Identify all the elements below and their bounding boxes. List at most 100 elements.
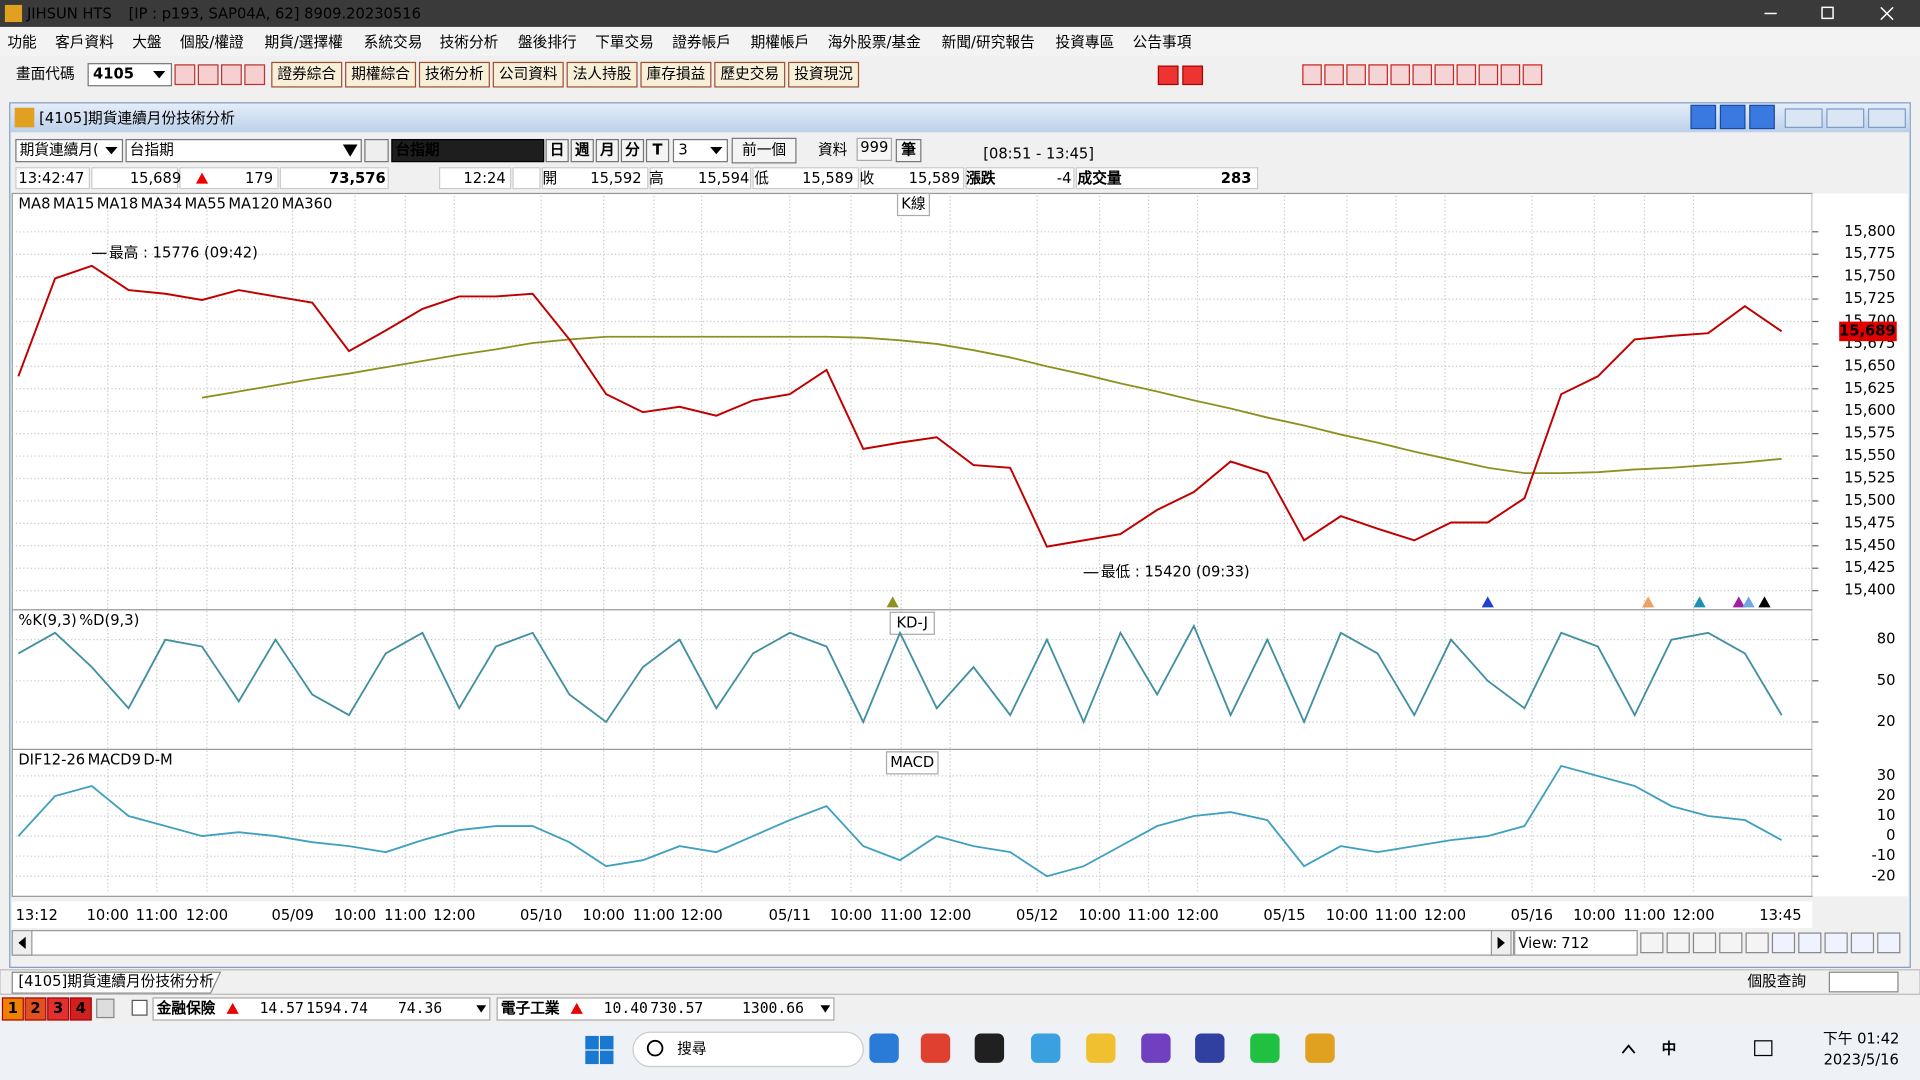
ticker-tab-label[interactable]: 1	[8, 1000, 18, 1017]
chart-tool[interactable]	[1745, 932, 1769, 954]
toolbar-button-label[interactable]: 期權綜合	[351, 66, 410, 83]
ime-indicator[interactable]: 中	[1662, 1039, 1677, 1057]
toolbar-button[interactable]	[345, 61, 417, 88]
menu-item[interactable]: 期貨/選擇權	[264, 34, 343, 51]
tool-icon[interactable]	[1368, 64, 1388, 86]
interval-select[interactable]	[672, 138, 728, 163]
sub-window-control[interactable]	[1867, 108, 1906, 128]
sub-window-control[interactable]	[1826, 108, 1865, 128]
menu-item[interactable]: 公告事項	[1133, 34, 1192, 51]
windows-logo[interactable]	[585, 1035, 599, 1050]
tool-icon[interactable]	[1434, 64, 1455, 86]
toolbar-button-label[interactable]: 庫存損益	[647, 66, 706, 83]
ticker-tab-label[interactable]: 2	[30, 1000, 40, 1017]
toolbar-button[interactable]	[566, 61, 638, 88]
prev-label[interactable]: 前一個	[742, 142, 786, 159]
tray-icon[interactable]	[1754, 1040, 1773, 1057]
menu-item[interactable]: 投資專區	[1056, 34, 1115, 51]
ticker-tab[interactable]	[47, 997, 70, 1021]
toolbar-button[interactable]	[640, 61, 712, 88]
period-button[interactable]	[620, 138, 645, 163]
ticker-tab-label[interactable]: 3	[53, 1000, 63, 1017]
tool-icon[interactable]	[244, 64, 266, 86]
windows-logo[interactable]	[585, 1050, 599, 1065]
symbol-input[interactable]	[125, 138, 362, 163]
tab-label[interactable]: [4105]期貨連續月份技術分析	[18, 973, 214, 990]
tool-icon[interactable]	[174, 64, 196, 86]
toolbar-button-label[interactable]: 歷史交易	[720, 65, 779, 83]
tool-icon[interactable]	[221, 64, 242, 86]
chart-tool[interactable]	[1771, 932, 1796, 954]
search-button[interactable]	[364, 138, 389, 163]
ticker-tab-label[interactable]: 4	[76, 1000, 86, 1017]
sub-window-button[interactable]	[1690, 104, 1717, 130]
sub-window-button[interactable]	[1749, 104, 1775, 130]
period-button[interactable]	[595, 138, 619, 163]
taskbar-app[interactable]	[1195, 1033, 1225, 1063]
selector[interactable]	[15, 138, 124, 163]
chart-tool[interactable]	[1692, 932, 1717, 954]
menu-item[interactable]: 系統交易	[364, 33, 423, 51]
ticker-tab[interactable]	[69, 997, 92, 1021]
toolbar-button-label[interactable]: 法人持股	[573, 66, 632, 83]
period-button[interactable]	[545, 138, 569, 163]
toolbar-button[interactable]	[788, 61, 860, 88]
prev-button[interactable]	[731, 137, 797, 164]
toolbar-button-label[interactable]: 技術分析	[425, 66, 484, 83]
taskbar-app[interactable]	[1141, 1033, 1171, 1063]
chart-tool[interactable]	[1877, 932, 1901, 954]
chart-tool[interactable]	[1850, 932, 1875, 954]
tool-icon[interactable]	[1324, 64, 1344, 86]
sub-window-control[interactable]	[1784, 108, 1823, 128]
search-input[interactable]	[1828, 971, 1899, 993]
taskbar-app[interactable]	[920, 1033, 951, 1063]
toolbar-button[interactable]	[714, 61, 786, 88]
menu-item[interactable]: 技術分析	[440, 34, 499, 51]
taskbar-app[interactable]	[1086, 1033, 1116, 1063]
sub-window-button[interactable]	[1719, 104, 1746, 130]
taskbar-app[interactable]	[1305, 1033, 1335, 1063]
menu-item[interactable]: 盤後排行	[518, 34, 577, 51]
tab[interactable]	[11, 971, 222, 994]
tray-chevron[interactable]	[1621, 1044, 1636, 1054]
period-label[interactable]: 月	[599, 142, 615, 159]
menu-item[interactable]: 下單交易	[595, 33, 654, 51]
menu-item[interactable]: 個股/權證	[180, 34, 244, 51]
lock-icon[interactable]	[96, 998, 115, 1019]
menu-item[interactable]: 海外股票/基金	[828, 34, 921, 51]
scrollbar[interactable]	[11, 930, 1515, 956]
ticker-tab[interactable]	[1, 997, 24, 1021]
checkbox[interactable]	[131, 999, 148, 1016]
chart-tool[interactable]	[1798, 932, 1822, 954]
tool-icon[interactable]	[1390, 64, 1410, 86]
unit-button[interactable]	[895, 138, 922, 163]
window-controls[interactable]	[1764, 6, 1894, 21]
toolbar-button-label[interactable]: 公司資料	[499, 66, 558, 83]
chart-tool[interactable]	[1666, 932, 1690, 954]
taskbar-app[interactable]	[1250, 1033, 1280, 1063]
tool-icon[interactable]	[1412, 64, 1433, 86]
period-label[interactable]: 分	[625, 142, 640, 159]
period-button[interactable]	[645, 138, 670, 163]
tool-icon[interactable]	[1456, 64, 1477, 86]
taskbar-app[interactable]	[869, 1033, 899, 1063]
menu-item[interactable]: 客戶資料	[55, 34, 114, 51]
taskbar-app[interactable]	[974, 1033, 1005, 1063]
windows-logo[interactable]	[600, 1035, 614, 1050]
toolbar-button-label[interactable]: 投資現況	[794, 66, 853, 83]
period-label[interactable]: 日	[550, 142, 565, 159]
period-label[interactable]: 週	[575, 142, 590, 159]
chart-tool[interactable]	[1824, 932, 1848, 954]
toolbar-button[interactable]	[418, 61, 490, 88]
tool-icon[interactable]	[1346, 64, 1366, 86]
chart-tool[interactable]	[1719, 932, 1743, 954]
menu-item[interactable]: 新聞/研究報告	[942, 34, 1035, 51]
period-button[interactable]	[570, 138, 594, 163]
menu-item[interactable]: 大盤	[132, 34, 162, 51]
toolbar-button[interactable]	[492, 61, 564, 88]
tool-icon[interactable]	[1522, 64, 1543, 86]
toolbar-button[interactable]	[271, 61, 343, 88]
tool-icon[interactable]	[1302, 64, 1322, 86]
chart-tool[interactable]	[1640, 932, 1664, 954]
windows-logo[interactable]	[600, 1050, 614, 1065]
